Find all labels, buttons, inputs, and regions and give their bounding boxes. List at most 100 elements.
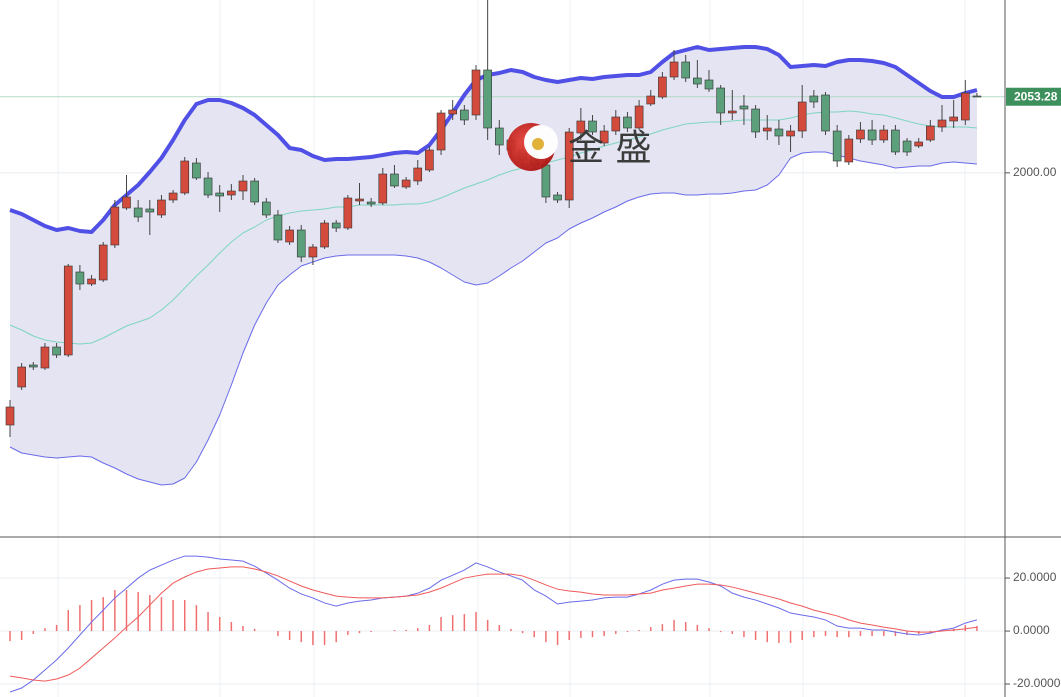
candle-body [203, 177, 213, 196]
candle-body [786, 130, 795, 137]
candle-body [564, 131, 574, 201]
histogram-bar [894, 631, 897, 637]
band-line [9, 45, 978, 234]
band-fill [10, 47, 977, 485]
candle-body [28, 364, 38, 368]
histogram-bar [673, 619, 675, 632]
candle-body [215, 192, 224, 197]
candle-body [180, 160, 190, 194]
candle-body [238, 180, 248, 192]
candle-body [87, 278, 96, 285]
last-price-label: 2053.28 [1014, 89, 1058, 103]
candle-body [436, 112, 446, 151]
y-tick-label: 2000.00 [1013, 165, 1057, 179]
histogram-bar [754, 631, 757, 641]
candle-body [716, 87, 725, 114]
histogram-bar [44, 628, 46, 632]
candle-body [926, 125, 935, 141]
candle-body [401, 179, 411, 188]
histogram-bar [836, 631, 838, 638]
histogram-bar [766, 631, 768, 643]
histogram-bar [650, 627, 652, 632]
candle-body [891, 129, 900, 153]
candle-body [343, 197, 353, 229]
indicator-line [9, 566, 978, 682]
candle-body [413, 167, 423, 182]
candle-body [63, 265, 73, 356]
histogram-bar [440, 617, 442, 632]
histogram-bar [417, 628, 419, 632]
candle-body [227, 190, 236, 196]
histogram-bar [207, 611, 209, 632]
histogram-bar [556, 631, 559, 646]
histogram-bar [277, 631, 279, 637]
candle-body [797, 101, 807, 132]
candle-body [308, 246, 318, 258]
histogram-bar [661, 624, 664, 632]
histogram-bar [824, 631, 827, 637]
candle-body [122, 196, 131, 209]
histogram-bar [486, 619, 489, 632]
histogram-bar [218, 617, 221, 632]
candle-body [844, 138, 854, 163]
histogram-bar [160, 597, 163, 632]
histogram-bar [533, 631, 535, 638]
histogram-bar [859, 631, 862, 637]
candle-body [681, 61, 691, 79]
histogram-bar [9, 631, 11, 642]
candle-body [5, 406, 15, 426]
candle-body [40, 346, 50, 369]
candle-body [669, 61, 679, 78]
candle-body [250, 180, 259, 203]
histogram-bar [801, 631, 803, 641]
candle-body [296, 229, 306, 258]
band-line [9, 110, 977, 345]
histogram-bar [883, 631, 885, 637]
candle-body [460, 109, 469, 121]
histogram-bar [32, 631, 35, 634]
candle-body [52, 346, 61, 356]
candle-body [739, 105, 749, 110]
histogram-bar [684, 622, 687, 632]
candle-body [821, 94, 830, 132]
candle-body [774, 128, 784, 137]
candle-body [494, 127, 504, 146]
histogram-bar [149, 595, 151, 632]
candle-body [320, 222, 329, 248]
histogram-bar [451, 615, 454, 632]
histogram-bar [813, 631, 815, 638]
histogram-bar [253, 628, 256, 632]
histogram-bar [393, 629, 396, 632]
candle-body [331, 222, 341, 229]
candle-body [611, 116, 621, 132]
candle-body [378, 173, 388, 204]
histogram-bar [323, 631, 326, 646]
candle-body [751, 108, 760, 133]
candle-body [599, 130, 609, 144]
candle-body [355, 198, 364, 202]
histogram-bar [475, 611, 477, 632]
candle-body [448, 109, 458, 115]
histogram-bar [300, 631, 302, 643]
histogram-bar [568, 631, 570, 641]
histogram-bar [347, 631, 349, 636]
histogram-bar [929, 631, 932, 633]
histogram-bar [638, 629, 640, 632]
candle-body [425, 149, 434, 171]
histogram-bar [288, 631, 291, 641]
histogram-bar [242, 626, 244, 632]
histogram-bar [603, 631, 605, 637]
candle-body [157, 199, 166, 216]
candle-body [902, 140, 912, 153]
histogram-bar [358, 631, 361, 634]
histogram-bar [510, 628, 512, 632]
histogram-bar [871, 631, 873, 637]
candle-body [273, 214, 283, 241]
candle-body [832, 130, 842, 162]
candle-body [145, 208, 155, 213]
candle-body [192, 162, 201, 179]
candle-body [98, 244, 108, 281]
candle-body [972, 95, 982, 98]
histogram-bar [580, 631, 582, 638]
histogram-bar [102, 597, 104, 632]
